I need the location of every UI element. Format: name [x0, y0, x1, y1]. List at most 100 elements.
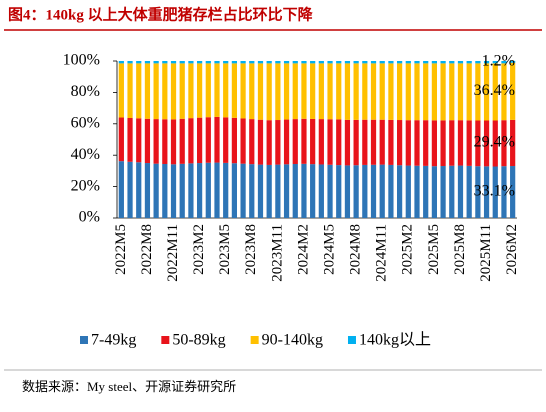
bar-segment	[370, 61, 377, 64]
bar-segment	[188, 163, 194, 218]
bar-segment	[370, 164, 377, 218]
bar-segment	[292, 119, 298, 164]
bar-segment	[310, 118, 316, 165]
bar-segment	[249, 63, 255, 120]
legend-label: 90-140kg	[262, 332, 323, 349]
bar-segment	[283, 119, 290, 165]
bar-segment	[370, 63, 377, 120]
bar-segment	[240, 118, 246, 164]
x-tick-label: 2023M2	[191, 224, 207, 275]
bar-segment	[318, 119, 324, 165]
bar-segment	[501, 120, 507, 167]
data-label: 1.2%	[482, 52, 515, 69]
x-tick-label: 2024M2	[295, 224, 311, 275]
bar-segment	[275, 61, 281, 64]
bar-segment	[362, 119, 368, 165]
bar-segment	[223, 63, 229, 118]
bar-segment	[118, 161, 124, 218]
bar-segment	[388, 63, 394, 120]
bar-segment	[449, 120, 455, 166]
bar-segment	[336, 61, 342, 64]
bar-segment	[118, 117, 124, 162]
bar-segment	[223, 117, 229, 163]
bar-segment	[388, 164, 394, 218]
bar-segment	[301, 163, 307, 218]
bar-segment	[449, 63, 455, 121]
bar-segment	[466, 165, 472, 218]
bar-segment	[231, 117, 237, 164]
bar-segment	[414, 165, 420, 218]
bar-segment	[197, 61, 203, 64]
bar-segment	[118, 61, 124, 64]
y-tick-label: 60%	[71, 114, 100, 131]
x-tick-label: 2023M8	[243, 224, 259, 275]
bar-segment	[249, 164, 255, 218]
bar-segment	[249, 61, 255, 64]
bar-segment	[423, 61, 429, 64]
bar-segment	[283, 63, 290, 120]
bar-segment	[388, 61, 394, 64]
bar-segment	[431, 120, 437, 167]
bar-segment	[170, 61, 177, 64]
bar-segment	[266, 63, 272, 121]
bar-segment	[214, 162, 220, 218]
bar-segment	[327, 164, 333, 218]
bar-segment	[231, 63, 237, 118]
x-tick-label: 2025M5	[426, 224, 442, 275]
bar-segment	[397, 63, 403, 121]
bar-segment	[310, 61, 316, 64]
bar-segment	[118, 63, 124, 118]
bar-segment	[153, 119, 159, 164]
bar-segment	[327, 119, 333, 165]
data-label: 36.4%	[474, 82, 515, 99]
bar-segment	[440, 166, 446, 218]
bar-segment	[214, 63, 220, 117]
legend-swatch	[161, 336, 170, 344]
bar-segment	[466, 61, 472, 64]
x-tick-label: 2022M8	[139, 224, 155, 275]
bar-segment	[127, 61, 133, 64]
bar-segment	[283, 164, 290, 218]
bar-segment	[423, 120, 429, 166]
bar-segment	[127, 117, 133, 162]
bar-segment	[492, 63, 498, 121]
bar-segment	[240, 61, 246, 64]
bar-segment	[362, 63, 368, 120]
bar-segment	[240, 163, 246, 218]
bar-segment	[301, 61, 307, 64]
x-tick-label: 2025M2	[400, 224, 416, 275]
bar-segment	[188, 118, 194, 164]
bar-segment	[170, 119, 177, 165]
bar-segment	[405, 63, 411, 121]
bar-segment	[414, 61, 420, 64]
bar-segment	[292, 61, 298, 64]
bar-segment	[318, 61, 324, 64]
bar-segment	[310, 164, 316, 218]
bar-segment	[475, 166, 481, 218]
bar-segment	[144, 118, 151, 164]
bar-segment	[127, 161, 133, 218]
legend-swatch	[250, 336, 259, 344]
chart-title: 图4：140kg 以上大体重肥猪存栏占比环比下降	[8, 5, 314, 23]
bar-segment	[136, 61, 142, 64]
bar-segment	[179, 163, 185, 218]
bar-segment	[510, 166, 516, 218]
bar-segment	[475, 63, 481, 121]
bar-segment	[414, 63, 420, 121]
source: 数据来源：My steel、开源证券研究所	[22, 379, 236, 394]
bar-segment	[257, 63, 264, 120]
legend-swatch	[80, 336, 88, 344]
bar-segment	[379, 119, 385, 165]
bar-segment	[457, 165, 464, 218]
x-tick-label: 2023M11	[269, 224, 285, 282]
y-tick-label: 100%	[63, 52, 100, 69]
bar-segment	[136, 118, 142, 163]
bar-segment	[344, 63, 351, 120]
y-tick-label: 20%	[71, 177, 100, 194]
bar-segment	[162, 63, 168, 120]
bar-segment	[205, 162, 211, 218]
bar-segment	[136, 162, 142, 218]
bar-segment	[188, 61, 194, 64]
bar-segment	[397, 61, 403, 64]
